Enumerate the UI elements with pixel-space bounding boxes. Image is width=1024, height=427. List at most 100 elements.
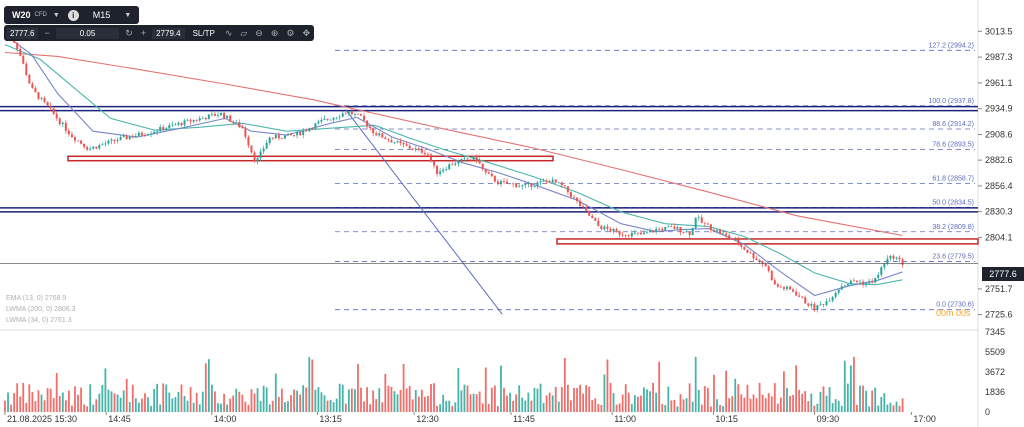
candle-body <box>548 181 551 183</box>
candle-body <box>286 133 289 136</box>
decrease-lot-icon[interactable]: − <box>44 28 50 38</box>
legend-lwma-200: LWMA (200, 0) 2806.3 <box>6 306 76 313</box>
candle-body <box>153 131 156 134</box>
volume-bar <box>865 390 867 412</box>
candle-body <box>706 223 709 225</box>
candle-body <box>886 258 889 264</box>
volume-bar <box>795 365 798 412</box>
timeframe-selector[interactable]: M15 <box>92 10 111 20</box>
time-tick-label: 21.08.2025 15:30 <box>7 414 77 424</box>
volume-bar <box>430 383 432 412</box>
candle-body <box>594 218 597 221</box>
timeframe-dropdown-icon[interactable]: ▼ <box>124 11 132 19</box>
symbol-name[interactable]: W20 <box>12 10 31 20</box>
volume-bar <box>466 385 469 412</box>
volume-bar <box>545 395 548 412</box>
volume-bar <box>168 392 171 412</box>
candle-body <box>426 154 429 155</box>
volume-bar <box>457 367 460 412</box>
volume-bar <box>347 389 350 412</box>
candle-body <box>250 145 253 153</box>
time-tick-label: 14:45 <box>108 414 131 424</box>
volume-bar <box>837 400 840 412</box>
candle-body <box>359 114 362 116</box>
candle-body <box>484 168 487 173</box>
volume-bar <box>10 404 12 412</box>
candle-body <box>560 182 563 186</box>
volume-bar <box>241 394 244 412</box>
candle-body <box>746 249 749 253</box>
increase-lot-icon[interactable]: + <box>140 28 147 38</box>
volume-bar <box>898 405 901 412</box>
volume-bar <box>798 389 801 412</box>
candle-body <box>849 280 852 284</box>
candle-body <box>712 230 715 232</box>
volume-bar <box>767 393 770 412</box>
symbol-dropdown-icon[interactable]: ▼ <box>52 11 60 19</box>
info-icon[interactable]: i <box>67 9 79 21</box>
candle-body <box>238 122 241 128</box>
volume-bar <box>77 394 79 412</box>
zoom-in-icon[interactable]: ⊕ <box>270 27 279 38</box>
volume-bar <box>137 402 140 412</box>
candle-body <box>131 136 134 138</box>
volume-bar <box>244 401 247 412</box>
volume-bar <box>679 394 682 412</box>
volume-bar <box>515 394 518 412</box>
volume-bar <box>868 406 871 412</box>
volume-bar <box>490 387 493 412</box>
candle-body <box>86 147 89 150</box>
candle-body <box>393 142 396 144</box>
volume-bar <box>810 393 813 412</box>
volume-bar <box>487 404 490 412</box>
settings-icon[interactable]: ⚙ <box>286 27 295 38</box>
candle-body <box>554 179 557 183</box>
volume-bar <box>560 387 563 412</box>
candle-body <box>381 133 384 138</box>
candle-body <box>764 264 767 267</box>
candle-body <box>472 155 475 160</box>
volume-bar <box>676 406 679 412</box>
candle-body <box>837 289 840 293</box>
indicator-icon[interactable]: ∿ <box>224 27 233 38</box>
candle-body <box>652 230 655 233</box>
candle-body <box>305 130 308 132</box>
candle-body <box>256 158 259 162</box>
candle-body <box>813 304 816 310</box>
reset-icon[interactable]: ↻ <box>125 27 133 38</box>
volume-bar <box>229 398 232 412</box>
candle-body <box>898 257 901 260</box>
volume-bar <box>433 383 435 412</box>
candle-body <box>542 180 545 182</box>
price-tick-label: 2934.9 <box>985 104 1013 114</box>
volume-bar <box>649 391 651 412</box>
candle-body <box>311 128 314 130</box>
volume-bar <box>402 364 405 412</box>
volume-bar <box>585 385 588 412</box>
volume-bar <box>378 388 381 412</box>
candle-body <box>308 128 311 132</box>
sell-price-button[interactable]: 2777.6 <box>6 27 39 39</box>
candle-body <box>600 225 603 230</box>
volume-bar <box>153 389 155 412</box>
volume-bar <box>414 389 417 412</box>
candle-body <box>195 119 198 121</box>
candle-body <box>280 138 283 140</box>
volume-bar <box>582 393 585 412</box>
zoom-out-icon[interactable]: ⊖ <box>255 27 263 38</box>
candle-body <box>758 260 761 262</box>
candle-body <box>52 108 55 114</box>
volume-bar <box>503 388 505 412</box>
candle-body <box>454 163 457 165</box>
drawing-icon[interactable]: ▱ <box>240 27 248 38</box>
volume-bar <box>728 398 731 412</box>
crosshair-icon[interactable]: ✥ <box>302 27 310 38</box>
lot-size-input[interactable]: 0.05 <box>55 27 120 39</box>
volume-bar <box>640 395 642 412</box>
buy-price-button[interactable]: 2779.4 <box>152 27 185 39</box>
volume-bar <box>95 399 98 412</box>
candle-body <box>503 181 506 182</box>
volume-bar <box>165 384 168 412</box>
sltp-button[interactable]: SL/TP <box>192 28 215 38</box>
